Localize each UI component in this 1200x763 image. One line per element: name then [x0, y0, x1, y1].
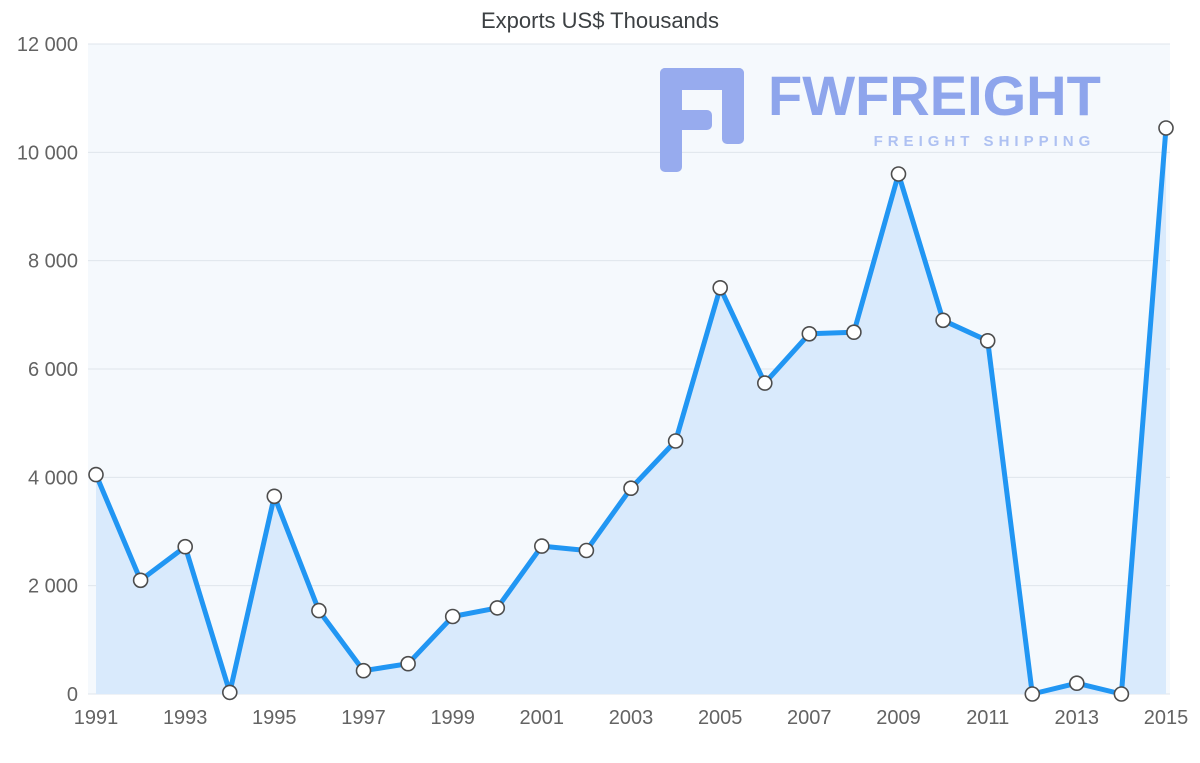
data-point-2005: [712, 279, 729, 296]
data-point-1997: [355, 662, 372, 679]
x-axis-label-2009: 2009: [876, 707, 921, 729]
data-point-2006: [756, 375, 773, 391]
data-point-1996: [311, 602, 327, 619]
data-point-2009: [890, 166, 907, 182]
data-point-2008: [846, 324, 862, 341]
y-axis-label-4000: 4 000: [28, 467, 78, 489]
data-point-1993: [177, 538, 193, 555]
x-axis-label-2001: 2001: [520, 707, 565, 729]
data-point-1999: [444, 608, 461, 625]
x-axis-label-2005: 2005: [698, 707, 743, 729]
series-area-fill: [96, 128, 1166, 694]
data-point-2011: [979, 332, 996, 349]
data-point-2010: [935, 312, 951, 329]
y-axis-label-0: 0: [67, 684, 78, 706]
data-point-1998: [400, 655, 416, 672]
data-point-1995: [266, 488, 283, 505]
data-point-1994: [222, 684, 238, 701]
x-axis-label-2011: 2011: [966, 707, 1009, 729]
data-point-2004: [667, 433, 684, 449]
data-point-1992: [132, 572, 149, 589]
data-point-2012: [1024, 686, 1041, 702]
y-axis-label-10000: 10 000: [17, 142, 78, 164]
data-point-2007: [801, 325, 818, 342]
data-point-2015: [1158, 120, 1174, 136]
data-point-2003: [623, 480, 639, 497]
y-axis-label-12000: 12 000: [17, 34, 78, 56]
y-axis-label-6000: 6 000: [28, 359, 78, 381]
x-axis-label-1997: 1997: [341, 707, 386, 729]
data-point-2013: [1069, 675, 1085, 692]
x-axis-label-2007: 2007: [787, 707, 832, 729]
x-axis-label-2013: 2013: [1055, 707, 1100, 729]
x-axis-label-2003: 2003: [609, 707, 654, 729]
chart-title: Exports US$ Thousands: [480, 8, 720, 33]
y-axis-label-8000: 8 000: [28, 251, 78, 273]
x-axis-label-2015: 2015: [1144, 707, 1189, 729]
data-point-2001: [533, 538, 550, 554]
data-point-2000: [489, 600, 506, 616]
data-point-2002: [578, 542, 595, 559]
x-axis-label-1999: 1999: [430, 707, 475, 729]
x-axis-label-1995: 1995: [252, 707, 297, 729]
x-axis-label-1991: 1991: [74, 707, 119, 729]
x-axis-label-1993: 1993: [163, 707, 208, 729]
data-point-1991: [88, 466, 104, 483]
y-axis-label-2000: 2 000: [28, 576, 78, 598]
data-point-2014: [1113, 686, 1130, 702]
